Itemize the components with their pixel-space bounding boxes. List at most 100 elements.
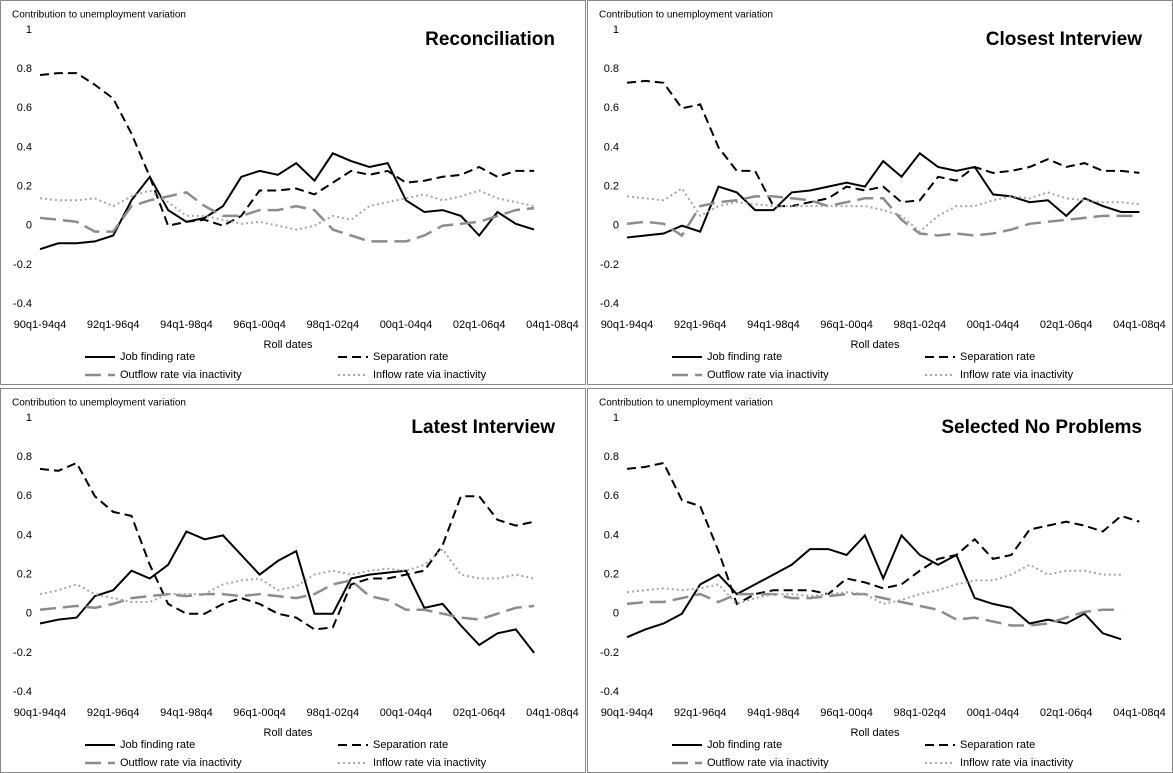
- x-tick-label: 96q1-00q4: [233, 319, 286, 331]
- series-line: [39, 191, 535, 243]
- y-tick-label: -0.2: [600, 259, 619, 271]
- legend-label: Job finding rate: [707, 351, 782, 363]
- series-line: [626, 195, 1140, 238]
- y-tick-label: -0.4: [13, 686, 32, 698]
- legend-label: Separation rate: [373, 351, 448, 363]
- y-tick-label: 1: [26, 24, 32, 36]
- chart-title: Closest Interview: [986, 29, 1142, 50]
- chart-title: Selected No Problems: [941, 417, 1142, 438]
- y-tick-label: 0.8: [604, 451, 619, 463]
- x-tick-label: 98q1-02q4: [306, 319, 359, 331]
- x-tick-label: 04q1-08q4: [526, 707, 579, 719]
- series-line: [39, 547, 535, 603]
- legend-label: Inflow rate via inactivity: [960, 369, 1074, 381]
- legend-label: Inflow rate via inactivity: [373, 757, 487, 769]
- y-tick-label: -0.2: [600, 647, 619, 659]
- series-line: [626, 79, 1140, 208]
- x-tick-label: 02q1-06q4: [453, 707, 506, 719]
- series-line: [626, 187, 1140, 233]
- panel-border: [587, 388, 1173, 773]
- x-axis-title: Roll dates: [851, 339, 900, 351]
- x-tick-label: 02q1-06q4: [453, 319, 506, 331]
- y-tick-label: 0.2: [17, 180, 32, 192]
- series-line: [39, 461, 535, 631]
- x-axis-title: Roll dates: [264, 339, 313, 351]
- x-tick-label: 04q1-08q4: [1113, 319, 1166, 331]
- series-line: [626, 533, 1122, 641]
- y-tick-label: 0.4: [604, 141, 619, 153]
- y-tick-label: 0.8: [17, 451, 32, 463]
- legend-label: Job finding rate: [120, 351, 195, 363]
- y-tick-label: 0: [613, 220, 619, 232]
- x-tick-label: 94q1-98q4: [747, 707, 800, 719]
- x-tick-label: 00q1-04q4: [967, 707, 1020, 719]
- series-line: [626, 592, 1122, 627]
- y-tick-label: 0: [26, 608, 32, 620]
- y-tick-label: 0.6: [604, 490, 619, 502]
- y-tick-label: 0: [26, 220, 32, 232]
- legend-label: Inflow rate via inactivity: [960, 757, 1074, 769]
- y-tick-label: 0.2: [17, 568, 32, 580]
- y-axis-title: Contribution to unemployment variation: [599, 398, 773, 409]
- series-line: [39, 72, 535, 227]
- y-tick-label: 0.4: [17, 529, 32, 541]
- y-tick-label: 1: [26, 412, 32, 424]
- x-tick-label: 04q1-08q4: [1113, 707, 1166, 719]
- x-tick-label: 90q1-94q4: [601, 707, 654, 719]
- y-tick-label: 1: [613, 24, 619, 36]
- y-tick-label: 0: [613, 608, 619, 620]
- y-tick-label: -0.2: [13, 647, 32, 659]
- y-tick-label: 0.4: [604, 529, 619, 541]
- x-tick-label: 96q1-00q4: [820, 319, 873, 331]
- y-tick-label: -0.2: [13, 259, 32, 271]
- x-tick-label: 92q1-96q4: [674, 319, 727, 331]
- series-line: [39, 189, 535, 231]
- y-axis-title: Contribution to unemployment variation: [12, 398, 186, 409]
- y-tick-label: 0.8: [17, 63, 32, 75]
- x-tick-label: 98q1-02q4: [306, 707, 359, 719]
- legend-label: Inflow rate via inactivity: [373, 369, 487, 381]
- x-tick-label: 94q1-98q4: [160, 707, 213, 719]
- x-tick-label: 90q1-94q4: [601, 319, 654, 331]
- chart-panel: Contribution to unemployment variation Se…: [587, 388, 1173, 773]
- y-axis-title: Contribution to unemployment variation: [12, 10, 186, 21]
- x-tick-label: 00q1-04q4: [967, 319, 1020, 331]
- x-tick-label: 94q1-98q4: [747, 319, 800, 331]
- x-tick-label: 98q1-02q4: [893, 319, 946, 331]
- chart-panel: Contribution to unemployment variation Re…: [0, 0, 586, 385]
- legend-label: Outflow rate via inactivity: [707, 369, 829, 381]
- x-tick-label: 94q1-98q4: [160, 319, 213, 331]
- x-tick-label: 92q1-96q4: [87, 319, 140, 331]
- y-tick-label: 0.2: [604, 180, 619, 192]
- chart-title: Latest Interview: [411, 417, 555, 438]
- x-tick-label: 96q1-00q4: [233, 707, 286, 719]
- x-tick-label: 96q1-00q4: [820, 707, 873, 719]
- legend-label: Outflow rate via inactivity: [120, 757, 242, 769]
- chart-panel: Contribution to unemployment variation Cl…: [587, 0, 1173, 385]
- x-tick-label: 04q1-08q4: [526, 319, 579, 331]
- series-line: [626, 461, 1140, 606]
- series-line: [626, 151, 1140, 239]
- x-tick-label: 98q1-02q4: [893, 707, 946, 719]
- legend-label: Separation rate: [960, 739, 1035, 751]
- x-tick-label: 90q1-94q4: [14, 319, 67, 331]
- panel-border: [0, 388, 586, 773]
- y-axis-title: Contribution to unemployment variation: [599, 10, 773, 21]
- chart-title: Reconciliation: [425, 29, 555, 50]
- x-axis-title: Roll dates: [851, 727, 900, 739]
- legend-label: Job finding rate: [120, 739, 195, 751]
- y-tick-label: 1: [613, 412, 619, 424]
- legend-label: Outflow rate via inactivity: [707, 757, 829, 769]
- y-tick-label: 0.2: [604, 568, 619, 580]
- y-tick-label: 0.4: [17, 141, 32, 153]
- legend-label: Job finding rate: [707, 739, 782, 751]
- chart-panel: Contribution to unemployment variation La…: [0, 388, 586, 773]
- legend-label: Separation rate: [960, 351, 1035, 363]
- y-tick-label: 0.6: [17, 102, 32, 114]
- y-tick-label: 0.8: [604, 63, 619, 75]
- y-tick-label: -0.4: [600, 298, 619, 310]
- x-tick-label: 92q1-96q4: [87, 707, 140, 719]
- panel-border: [0, 0, 586, 385]
- legend-label: Separation rate: [373, 739, 448, 751]
